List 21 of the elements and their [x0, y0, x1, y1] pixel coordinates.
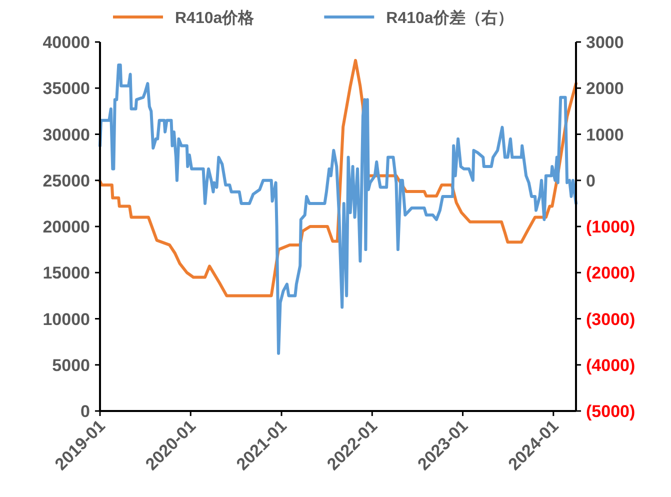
y2-tick-label: 0 [586, 171, 596, 190]
y-tick-label: 0 [80, 402, 90, 421]
y-tick-label: 30000 [42, 125, 90, 144]
y-tick-label: 35000 [42, 79, 90, 98]
y2-tick-label: (3000) [586, 310, 636, 329]
y-tick-label: 15000 [42, 264, 90, 283]
y2-tick-label: 3000 [586, 33, 624, 52]
y-tick-label: 25000 [42, 171, 90, 190]
legend-label: R410a价差（右） [386, 9, 514, 27]
y2-tick-label: 2000 [586, 79, 624, 98]
y-tick-label: 40000 [42, 33, 90, 52]
line-series [98, 64, 578, 355]
y2-tick-label: (2000) [586, 264, 636, 283]
y2-tick-label: (5000) [586, 402, 636, 421]
y2-tick-label: (4000) [586, 356, 636, 375]
y2-tick-label: (1000) [586, 218, 636, 236]
y-tick-label: 5000 [52, 356, 90, 375]
y2-tick-label: 1000 [586, 125, 624, 144]
y-tick-label: 10000 [42, 310, 90, 329]
y-tick-label: 20000 [42, 218, 90, 236]
legend-label: R410a价格 [175, 9, 256, 27]
